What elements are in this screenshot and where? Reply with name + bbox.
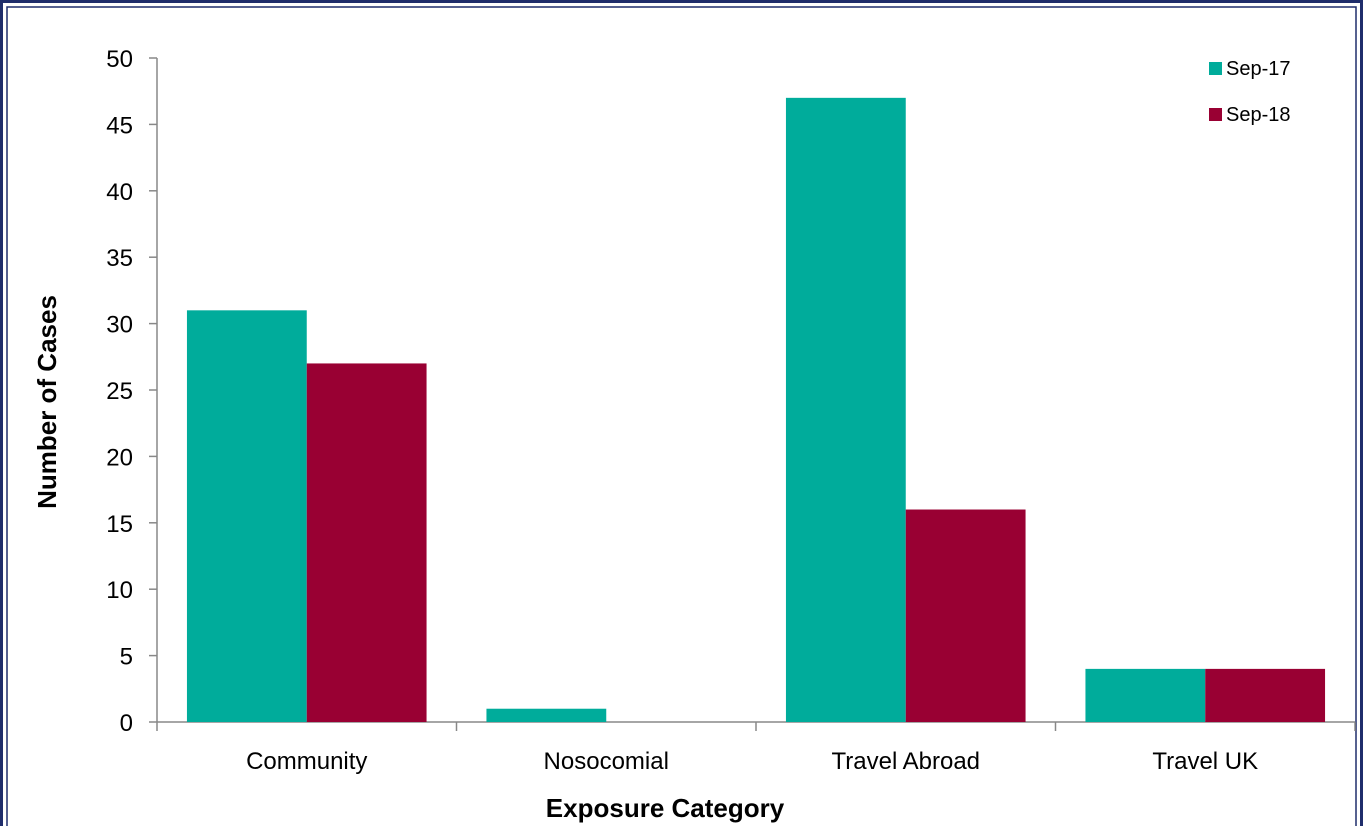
bar-sep-18-travel-abroad [905, 509, 1026, 722]
legend-label: Sep-17 [1226, 58, 1291, 80]
y-tick-label: 30 [106, 312, 133, 339]
legend: Sep-17 Sep-18 [1209, 58, 1291, 126]
bar-sep-17-nosocomial [486, 708, 607, 722]
y-tick-label: 15 [106, 511, 133, 538]
x-tick-label: Travel Abroad [831, 748, 980, 775]
legend-swatch [1209, 108, 1222, 121]
x-tick-label: Travel UK [1152, 748, 1258, 775]
bar-sep-17-community [186, 310, 307, 722]
bar-sep-17-travel-abroad [785, 97, 906, 723]
y-tick-label: 40 [106, 179, 133, 206]
bar-sep-18-community [306, 363, 427, 722]
x-axis-title: Exposure Category [546, 793, 785, 823]
bar-sep-18-travel-uk [1205, 668, 1326, 722]
bar-sep-17-travel-uk [1085, 668, 1206, 722]
y-tick-label: 25 [106, 378, 133, 405]
y-tick-label: 10 [106, 577, 133, 604]
x-tick-label: Community [246, 748, 367, 775]
y-tick-label: 45 [106, 112, 133, 139]
y-tick-label: 0 [120, 710, 133, 737]
x-axis: Community Nosocomial Travel Abroad Travel U… [156, 721, 1356, 775]
y-tick-label: 50 [106, 46, 133, 73]
y-tick-label: 5 [120, 644, 133, 671]
y-axis: 0 5 10 15 20 25 30 35 40 45 50 [106, 46, 158, 737]
y-tick-label: 20 [106, 444, 133, 471]
inner-border [6, 6, 1357, 826]
legend-label: Sep-18 [1226, 104, 1291, 126]
y-axis-title: Number of Cases [32, 295, 62, 509]
bars-group [186, 97, 1326, 723]
y-tick-label: 35 [106, 245, 133, 272]
legend-swatch [1209, 62, 1222, 75]
x-tick-label: Nosocomial [544, 748, 669, 775]
